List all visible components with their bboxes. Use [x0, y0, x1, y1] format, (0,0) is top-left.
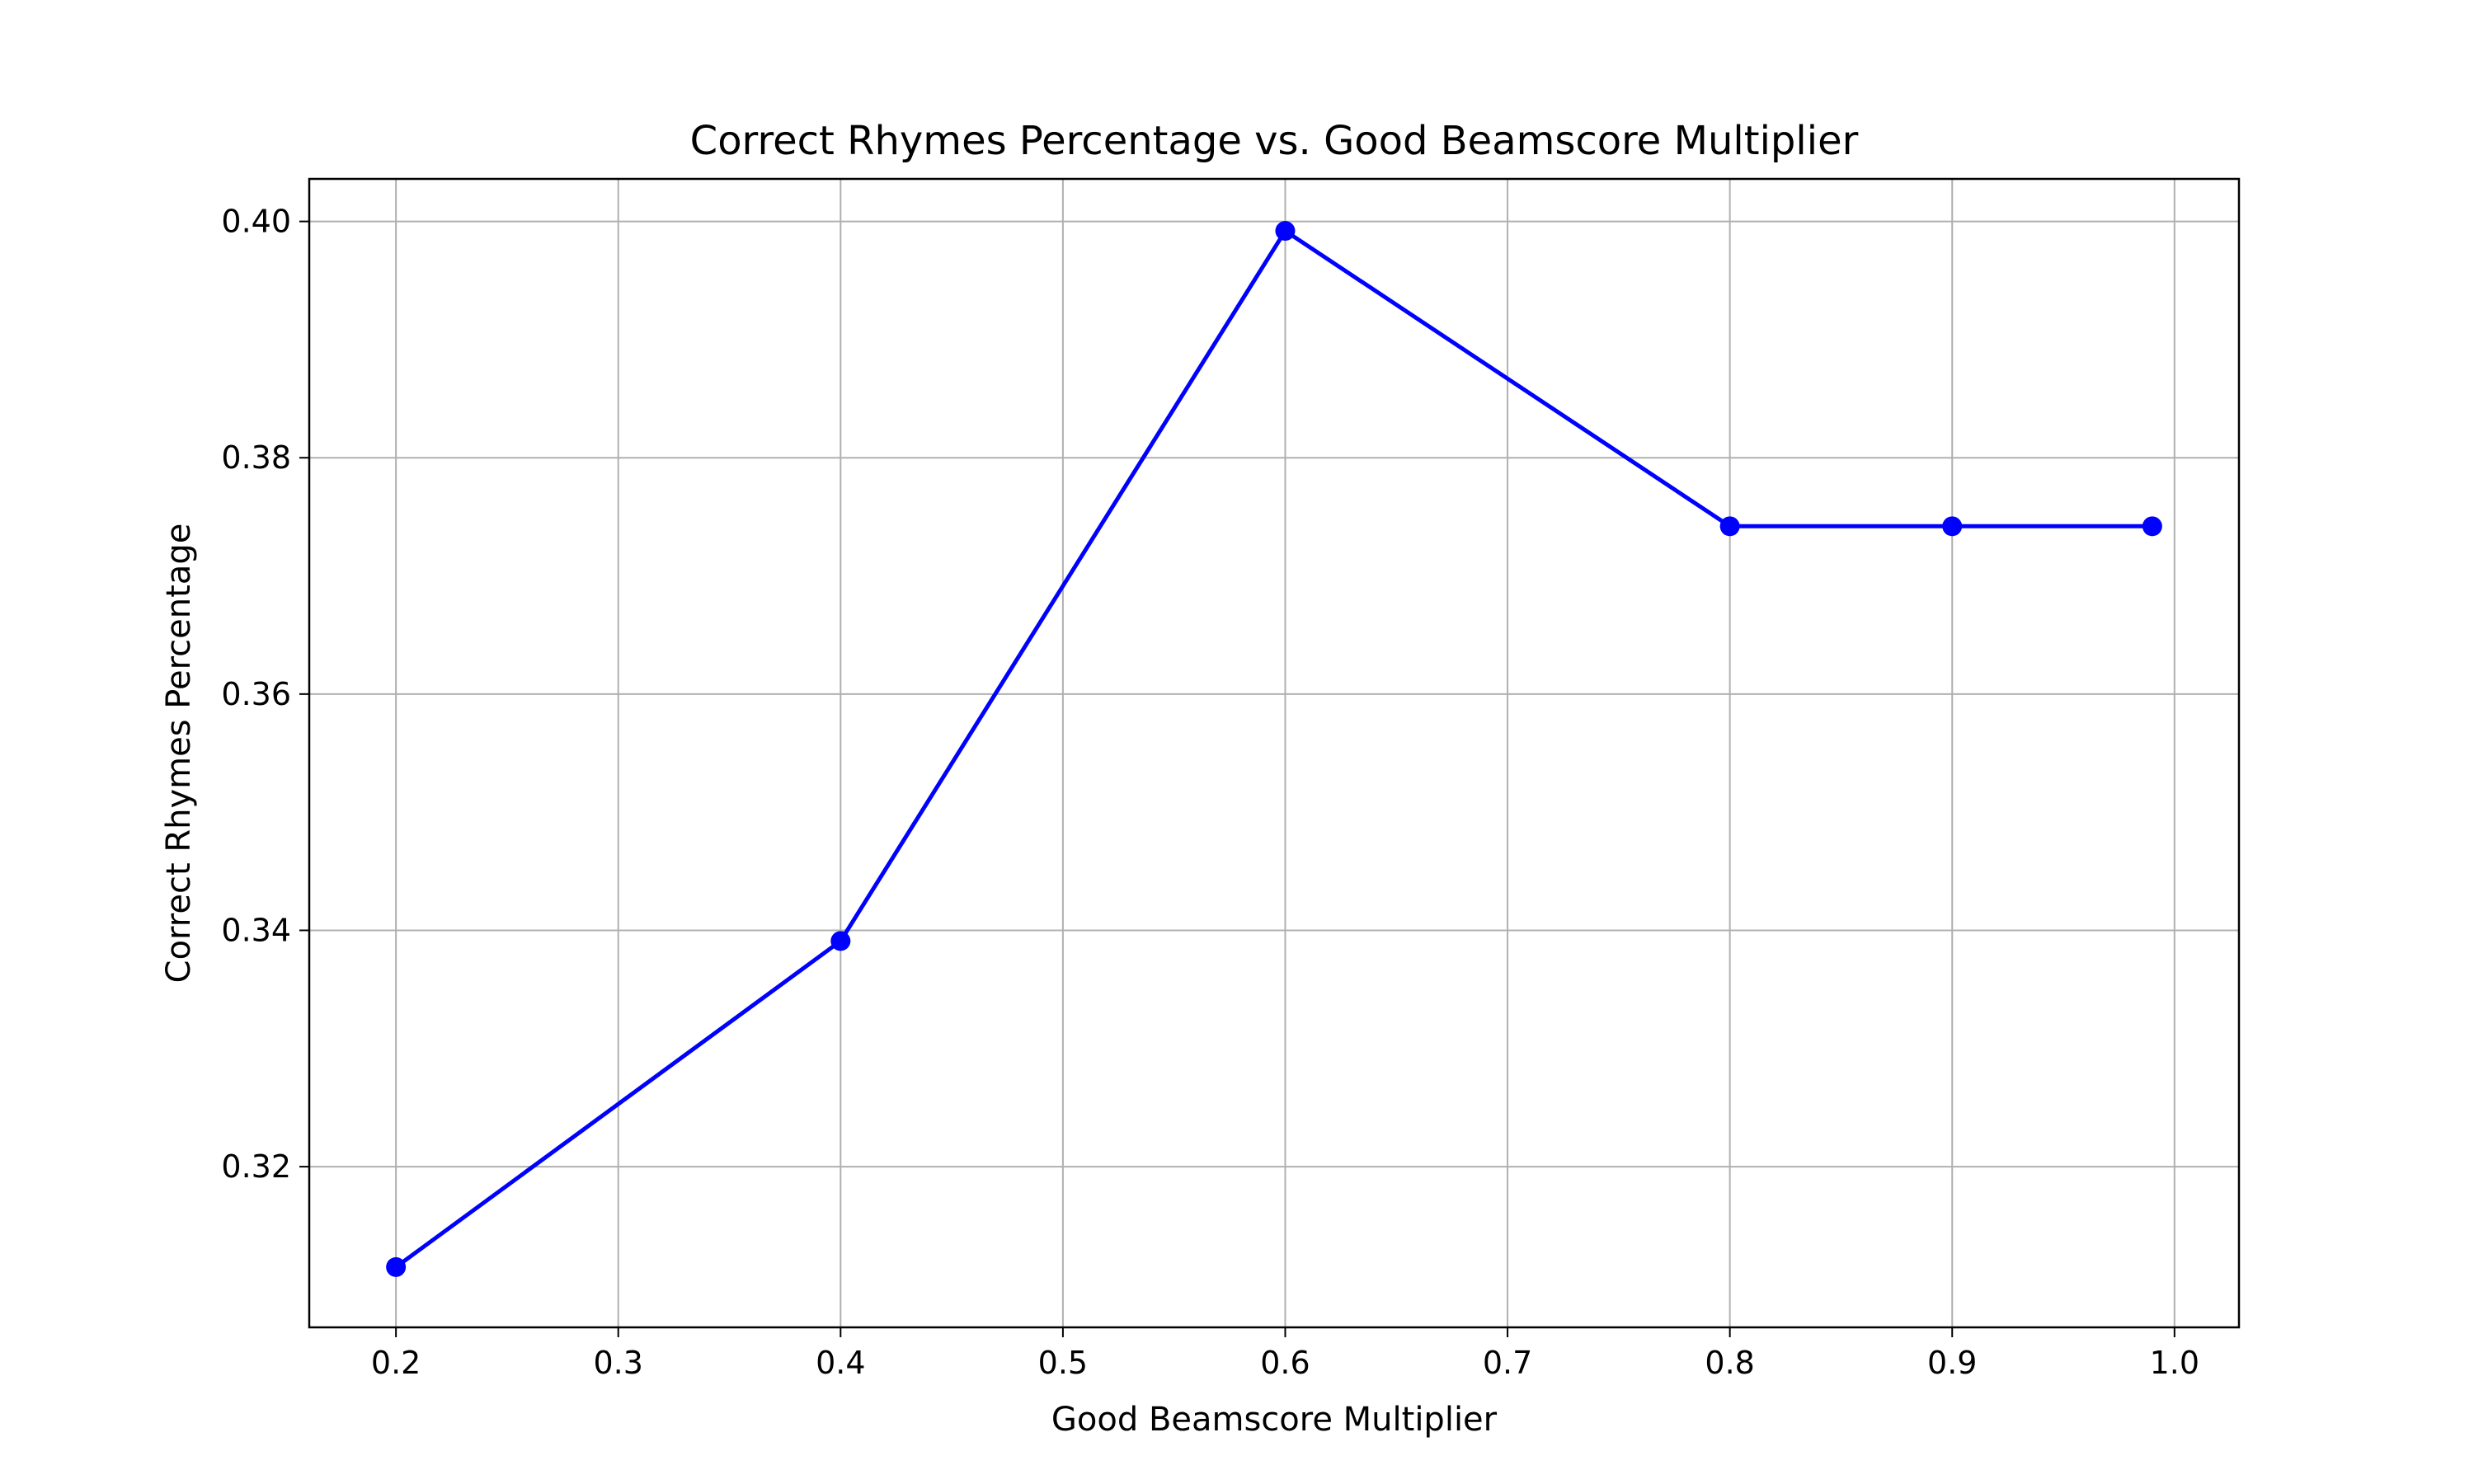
x-tick-label: 0.8 [1705, 1345, 1754, 1381]
series-line [394, 228, 2152, 1269]
x-tick-label: 0.9 [1927, 1345, 1977, 1381]
data-point [830, 931, 851, 951]
plot-frame [308, 177, 2241, 1329]
x-tick-label: 0.5 [1038, 1345, 1088, 1381]
x-tick-label: 1.0 [2150, 1345, 2199, 1381]
data-point [1942, 516, 1963, 537]
y-tick-label: 0.40 [221, 204, 291, 240]
y-tick-label: 0.32 [221, 1148, 291, 1185]
x-tick-label: 0.6 [1260, 1345, 1310, 1381]
data-point [386, 1256, 407, 1277]
y-axis-label: Correct Rhymes Percentage [160, 524, 198, 984]
grid-lines [309, 179, 2239, 1327]
data-point [1275, 221, 1296, 242]
x-tick-label: 0.7 [1483, 1345, 1532, 1381]
chart-title: Correct Rhymes Percentage vs. Good Beams… [690, 118, 1859, 164]
axis-ticks: 0.2 0.3 0.4 0.5 0.6 0.7 0.8 0.9 1.0 0.32 0.34 0.36 0… [221, 204, 2199, 1381]
data-point [2142, 516, 2162, 537]
x-tick-label: 0.4 [816, 1345, 865, 1381]
series-layer [386, 221, 2162, 1277]
x-axis-label: Good Beamscore Multiplier [1051, 1401, 1498, 1439]
y-tick-label: 0.38 [221, 439, 291, 476]
x-tick-label: 0.2 [371, 1345, 421, 1381]
data-point [1719, 516, 1740, 537]
y-tick-label: 0.34 [221, 912, 291, 948]
x-tick-label: 0.3 [594, 1345, 643, 1381]
y-tick-label: 0.36 [221, 676, 291, 712]
